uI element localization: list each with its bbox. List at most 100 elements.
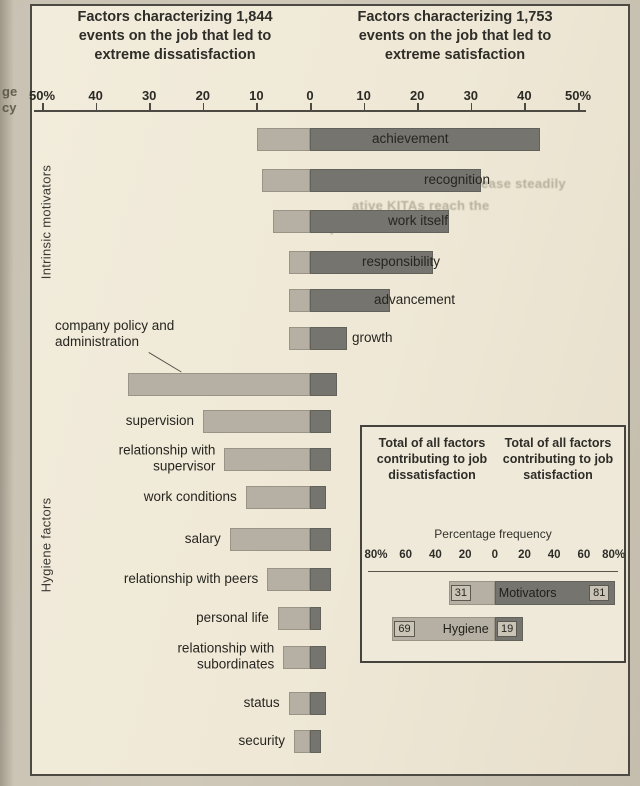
bar-dissatisfaction xyxy=(256,127,310,151)
axis-tick-label: 10 xyxy=(249,88,264,103)
bar-dissatisfaction xyxy=(283,645,310,669)
axis-tick-mark xyxy=(149,103,151,111)
bar-satisfaction xyxy=(310,409,332,433)
axis-tick-label: 30 xyxy=(141,88,157,103)
axis-tick-mark xyxy=(202,103,205,111)
bar-satisfaction xyxy=(310,250,434,274)
bar-satisfaction xyxy=(310,209,450,233)
bar-satisfaction xyxy=(310,288,391,312)
category-label: work itself xyxy=(388,212,449,228)
axis-tick-label: 50% xyxy=(28,88,56,103)
bar-dissatisfaction xyxy=(288,691,310,715)
bar-dissatisfaction xyxy=(128,372,310,396)
inset-satisfaction-value: 19 xyxy=(497,621,518,637)
axis-tick-label: 40 xyxy=(88,88,103,103)
bar-satisfaction xyxy=(310,729,321,753)
category-label: advancement xyxy=(374,291,456,307)
axis-tick-label: 0 xyxy=(306,88,314,103)
bar-satisfaction xyxy=(310,645,327,669)
inset-axis-tick-label: 0 xyxy=(491,549,498,561)
bar-satisfaction xyxy=(310,447,332,471)
axis-tick-label: 10 xyxy=(356,88,371,103)
summary-inset-box: Total of all factors contributing to job… xyxy=(360,425,626,663)
axis-tick-mark xyxy=(42,103,44,111)
bar-dissatisfaction xyxy=(288,326,310,350)
inset-row-label: Hygiene xyxy=(442,622,489,636)
axis-tick-mark xyxy=(95,103,98,111)
inset-satisfaction-value: 81 xyxy=(589,585,610,601)
category-label: relationship with subordinates xyxy=(177,640,275,672)
inset-dissatisfaction-value: 31 xyxy=(450,585,471,601)
inset-axis-tick-label: 20 xyxy=(518,549,531,561)
category-label: security xyxy=(238,732,285,748)
bar-dissatisfaction xyxy=(288,250,310,274)
category-label: relationship with supervisor xyxy=(118,442,216,474)
bar-dissatisfaction xyxy=(224,447,310,471)
inset-plot-area: 80% 60 40 20 0 20 40 60 80% 31 81 Motivators 69 19 Hyg… xyxy=(362,427,625,661)
bar-satisfaction xyxy=(310,127,541,151)
cut-off-caption-fragment: cy xyxy=(2,100,17,115)
inset-axis-tick-label: 60 xyxy=(577,549,591,561)
bar-satisfaction xyxy=(310,326,348,350)
group-label-hygiene-factors: Hygiene factors xyxy=(38,497,54,593)
axis-tick-mark xyxy=(256,103,258,111)
satisfaction-header: Factors characterizing 1,753 events on t… xyxy=(357,9,553,63)
bar-satisfaction xyxy=(310,168,482,192)
category-label: personal life xyxy=(196,609,269,625)
axis-tick-mark xyxy=(417,103,419,111)
inset-axis-tick-label: 40 xyxy=(428,549,442,561)
bar-satisfaction xyxy=(310,606,321,630)
inset-subtitle: Percentage frequency xyxy=(434,527,552,541)
bar-dissatisfaction xyxy=(229,527,310,551)
bar-dissatisfaction xyxy=(245,485,310,509)
bleedthrough-text: ative KITAs reach the xyxy=(352,198,490,213)
category-label: achievement xyxy=(372,130,449,146)
bar-dissatisfaction xyxy=(272,209,310,233)
axis-tick-label: 20 xyxy=(409,88,425,103)
inset-row-label: Motivators xyxy=(498,586,557,600)
category-label: recognition xyxy=(424,171,491,187)
category-label: growth xyxy=(352,329,393,345)
bar-dissatisfaction xyxy=(288,288,310,312)
inset-axis-tick-label: 80% xyxy=(364,549,388,561)
inset-axis-line xyxy=(368,571,618,573)
inset-axis-tick-label: 60 xyxy=(399,549,413,561)
inset-dissatisfaction-value: 69 xyxy=(394,621,415,637)
category-label: work conditions xyxy=(143,488,237,504)
inset-header-dissatisfaction: Total of all factors contributing to job… xyxy=(376,436,488,482)
bar-dissatisfaction xyxy=(267,567,310,591)
callout-line xyxy=(148,352,182,373)
axis-tick-mark xyxy=(524,103,526,111)
axis-tick-label: 40 xyxy=(517,88,532,103)
axis-tick-mark xyxy=(310,103,312,111)
inset-axis-tick-label: 80% xyxy=(602,549,626,561)
category-label: supervision xyxy=(125,412,194,428)
dissatisfaction-header: Factors characterizing 1,844 events on t… xyxy=(77,9,273,63)
bar-satisfaction xyxy=(310,485,327,509)
bar-dissatisfaction xyxy=(261,168,310,192)
group-label-intrinsic-motivators: Intrinsic motivators xyxy=(38,164,54,280)
axis-tick-mark xyxy=(470,103,473,111)
bar-satisfaction xyxy=(310,691,327,715)
bar-satisfaction xyxy=(310,567,332,591)
category-label: relationship with peers xyxy=(123,570,259,586)
inset-axis-tick-label: 40 xyxy=(547,549,561,561)
bar-dissatisfaction xyxy=(277,606,310,630)
category-label: responsibility xyxy=(362,253,441,269)
inset-header-satisfaction: Total of all factors contributing to job… xyxy=(502,436,614,482)
bar-dissatisfaction xyxy=(203,409,310,433)
axis-tick-label: 30 xyxy=(463,88,479,103)
category-label: salary xyxy=(184,530,221,546)
bar-satisfaction xyxy=(310,527,332,551)
inset-axis-tick-label: 20 xyxy=(458,549,472,561)
axis-tick-label: 20 xyxy=(195,88,211,103)
axis-tick-label: 50% xyxy=(564,88,592,103)
axis-tick-mark xyxy=(363,103,366,111)
category-label: status xyxy=(243,694,280,710)
bar-dissatisfaction xyxy=(293,729,310,753)
bar-satisfaction xyxy=(310,372,337,396)
category-label: company policy and administration xyxy=(55,318,175,350)
cut-off-caption-fragment: ge xyxy=(2,84,18,99)
